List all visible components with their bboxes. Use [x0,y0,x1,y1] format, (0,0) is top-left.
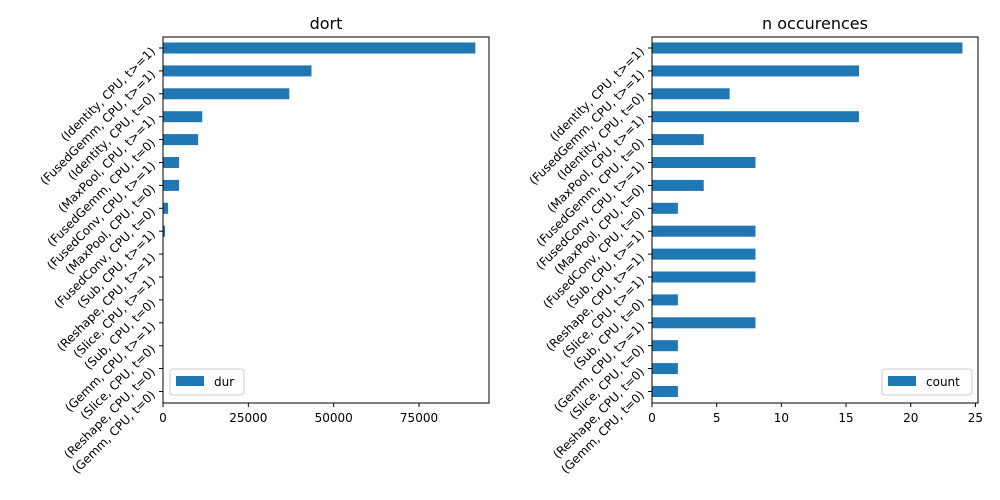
chart-dort: dort (Identity, CPU, t>=1)(FusedGemm, CP… [37,14,490,476]
bar-count-slice-cpu-t-1 [652,271,756,283]
bar-dur-maxpool-cpu-t-0 [163,179,180,191]
chart-title-n-occurences: n occurences [762,14,868,33]
legend-n-occurences: count [881,368,973,396]
bar-count-gemm-cpu-t-1 [652,317,756,329]
x-tick-label-75000: 75000 [400,411,438,425]
bar-group-count [652,42,963,397]
bar-count-identity-cpu-t-1 [652,42,963,54]
legend-swatch-dur [176,376,204,386]
bar-group-dur [163,42,476,397]
bar-dur-maxpool-cpu-t-1 [163,111,203,123]
bar-dur-sub-cpu-t-1 [163,225,166,237]
bar-dur-fusedconv-cpu-t-0 [163,202,169,214]
legend-box-n-occurences [881,368,973,396]
bar-dur-fusedgemm-cpu-t-0 [163,134,199,146]
x-tick-label-25: 25 [968,411,983,425]
x-tick-label-25000: 25000 [229,411,267,425]
y-axis-n-occurences: (Identity, CPU, t>=1)(FusedGemm, CPU, t>… [526,44,652,476]
bar-count-slice-cpu-t-0 [652,340,678,352]
x-tick-label-0: 0 [648,411,656,425]
legend-dort: dur [169,368,245,396]
x-tick-label-20: 20 [903,411,918,425]
legend-label-dur: dur [214,375,234,389]
bar-count-fusedconv-cpu-t-1 [652,157,756,168]
x-tick-label-15: 15 [838,411,853,425]
chart-n-occurences: n occurences (Identity, CPU, t>=1)(Fused… [526,14,983,476]
bar-count-sub-cpu-t-1 [652,225,756,237]
legend-swatch-count [888,376,916,386]
bar-count-maxpool-cpu-t-0 [652,179,704,191]
x-tick-label-5: 5 [713,411,721,425]
bar-count-reshape-cpu-t-0 [652,363,678,375]
plot-frame-dort [162,36,490,404]
x-axis-dort: 0 25000 50000 75000 [159,403,438,425]
bar-dur-identity-cpu-t-1 [163,42,476,54]
chart-title-dort: dort [310,14,343,33]
y-axis-dort: (Identity, CPU, t>=1)(FusedGemm, CPU, t>… [37,44,163,476]
bar-count-fusedgemm-cpu-t-0 [652,134,704,146]
legend-label-count: count [926,375,960,389]
bar-count-identity-cpu-t-0 [652,88,730,100]
bar-count-reshape-cpu-t-1 [652,248,756,260]
bar-count-sub-cpu-t-0 [652,294,678,306]
bar-count-fusedgemm-cpu-t-1 [652,65,859,77]
x-axis-n-occurences: 0 5 10 15 20 25 [648,403,983,425]
bar-dur-fusedconv-cpu-t-1 [163,157,180,168]
x-tick-label-50000: 50000 [315,411,353,425]
bar-dur-identity-cpu-t-0 [163,88,290,100]
x-tick-label-10: 10 [774,411,789,425]
bar-dur-fusedgemm-cpu-t-1 [163,65,312,77]
bar-count-maxpool-cpu-t-1 [652,111,859,123]
legend-box-dort [169,368,245,396]
bar-count-fusedconv-cpu-t-0 [652,202,678,214]
plot-frame-n-occurences [651,36,979,404]
x-tick-label-0: 0 [159,411,167,425]
bar-count-gemm-cpu-t-0 [652,386,678,397]
